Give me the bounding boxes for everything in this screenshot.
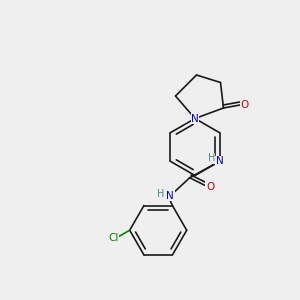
Text: H: H bbox=[157, 189, 164, 199]
Text: H: H bbox=[208, 153, 215, 163]
Text: Cl: Cl bbox=[108, 233, 119, 243]
Text: N: N bbox=[216, 156, 224, 166]
Text: O: O bbox=[206, 182, 214, 192]
Text: O: O bbox=[240, 100, 249, 110]
Text: N: N bbox=[191, 113, 199, 124]
Text: N: N bbox=[166, 191, 174, 201]
